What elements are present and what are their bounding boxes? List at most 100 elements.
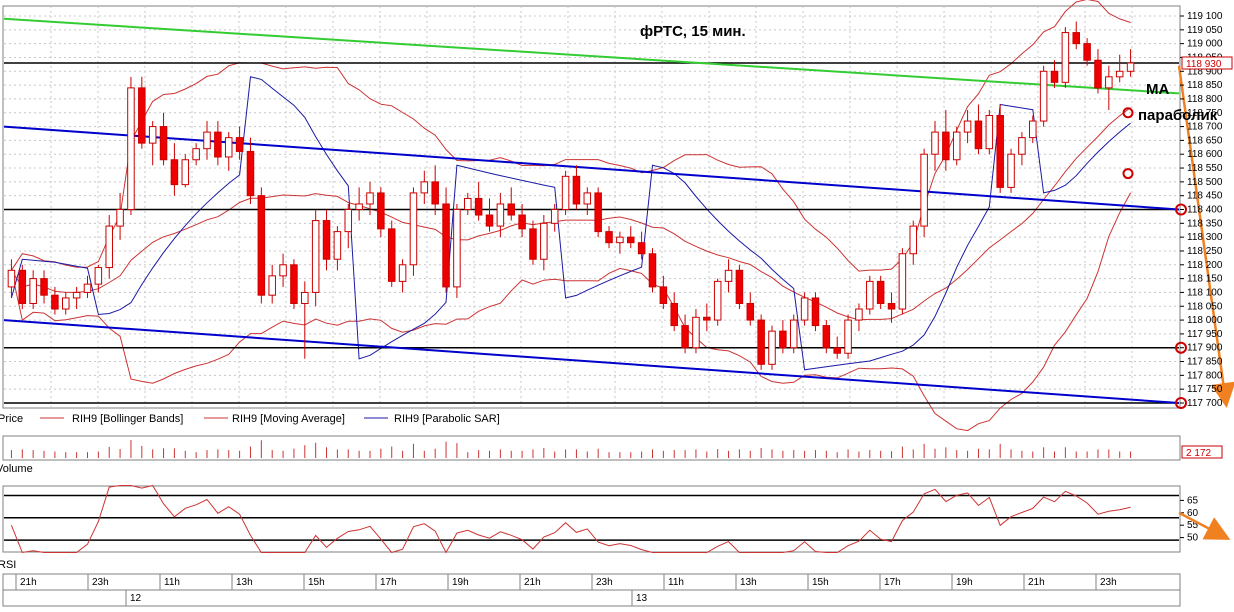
time-tick-label: 11h xyxy=(668,577,684,588)
time-tick-label: 21h xyxy=(524,577,541,588)
moving-average-line xyxy=(10,107,1131,321)
rsi-forecast-arrow xyxy=(1178,511,1231,540)
candle-body xyxy=(920,153,928,227)
candle-body xyxy=(29,278,37,304)
bollinger-lower xyxy=(10,192,1132,432)
candle-body xyxy=(1126,62,1135,72)
candle-body xyxy=(779,330,787,349)
candle-body xyxy=(1029,120,1037,139)
price-tick-label: 118 350 xyxy=(1187,218,1223,229)
candle-body xyxy=(594,192,602,233)
candle-body xyxy=(235,137,244,152)
candle-body xyxy=(311,220,320,293)
candle-body xyxy=(181,159,190,186)
rsi-levels xyxy=(4,494,1179,541)
candle-body xyxy=(301,291,309,304)
trend-line xyxy=(3,17,1180,95)
candle-body xyxy=(94,267,103,285)
forecast-arrow xyxy=(1178,511,1231,540)
volume-bars xyxy=(10,440,1132,458)
candle-body xyxy=(72,291,81,299)
rsi-tick-label: 55 xyxy=(1187,520,1199,531)
candle-body xyxy=(224,137,233,158)
candle-body xyxy=(561,175,570,210)
annotation-ma: MA xyxy=(1146,81,1169,98)
date-label-13: 13 xyxy=(636,593,648,604)
time-tick-label: 21h xyxy=(1028,577,1045,588)
candle-body xyxy=(670,302,678,327)
candle-body xyxy=(170,159,179,186)
legend: Price RIH9 [Bollinger Bands] RIH9 [Movin… xyxy=(0,413,500,425)
bollinger-lower-line xyxy=(10,192,1132,432)
candle-body xyxy=(474,197,483,216)
price-tick-label: 117 900 xyxy=(1187,343,1223,354)
legend-parabolic-sar: RIH9 [Parabolic SAR] xyxy=(394,413,500,425)
price-forecast-arrow xyxy=(1177,65,1234,408)
time-tick-label: 13h xyxy=(236,577,253,588)
candle-body xyxy=(398,264,407,282)
candle-body xyxy=(627,236,635,244)
price-tick-label: 118 500 xyxy=(1187,177,1223,188)
time-tick-label: 23h xyxy=(596,577,613,588)
candle-body xyxy=(116,209,124,227)
forecast-arrow xyxy=(1177,65,1234,408)
candle-body xyxy=(735,269,744,304)
legend-price: Price xyxy=(0,413,23,425)
candle-body xyxy=(876,280,885,304)
candle-body xyxy=(681,325,689,349)
candle-body xyxy=(322,220,331,260)
price-tick-label: 117 700 xyxy=(1187,398,1223,409)
candle-body xyxy=(464,197,472,210)
candle-body xyxy=(942,131,950,161)
legend-moving-average: RIH9 [Moving Average] xyxy=(232,413,345,425)
price-tick-label: 118 150 xyxy=(1187,274,1223,285)
candle-body xyxy=(909,225,918,255)
candle-body xyxy=(18,269,27,304)
candle-body xyxy=(442,203,450,288)
rsi-line xyxy=(10,484,1131,554)
candle-body xyxy=(420,181,429,194)
last-price-tag: 118 930 xyxy=(1181,56,1233,70)
candle-body xyxy=(496,203,505,227)
price-tick-label: 118 600 xyxy=(1187,149,1223,160)
candle-body xyxy=(855,308,863,321)
trend-line xyxy=(3,125,1180,211)
price-tick-label: 118 200 xyxy=(1187,260,1223,271)
rsi-tick-label: 65 xyxy=(1187,495,1199,506)
price-tick-label: 118 550 xyxy=(1187,163,1223,174)
time-tick-label: 19h xyxy=(452,577,469,588)
price-tick-label: 118 450 xyxy=(1187,191,1223,202)
time-tick-label: 15h xyxy=(812,577,829,588)
last-price-label: 118 930 xyxy=(1186,59,1222,70)
candle-body xyxy=(605,231,613,244)
candle-body xyxy=(724,269,733,282)
price-tick-label: 117 800 xyxy=(1187,370,1223,381)
candle-body xyxy=(279,264,287,277)
candle-body xyxy=(822,325,831,349)
price-tick-label: 118 100 xyxy=(1187,287,1223,298)
candle-body xyxy=(485,214,494,227)
trend-line xyxy=(3,319,1180,404)
candle-body xyxy=(692,316,700,349)
candle-body xyxy=(833,347,841,354)
candle-body xyxy=(377,192,385,230)
rsi-tick-label: 60 xyxy=(1187,508,1199,519)
level-marker xyxy=(1175,397,1187,409)
time-axis: 21h 23h 11h 13h 15h 17h 19h 21h 23h 11h 13h 15h 17h 1… xyxy=(2,573,1181,607)
candle-body xyxy=(1083,43,1091,61)
price-tick-label: 118 900 xyxy=(1187,66,1223,77)
candles xyxy=(7,21,1135,370)
candle-body xyxy=(40,278,48,296)
candle-body xyxy=(453,209,461,288)
candle-body xyxy=(974,120,983,150)
candle-body xyxy=(257,195,266,296)
price-tick-label: 117 850 xyxy=(1187,357,1223,368)
time-tick-label: 17h xyxy=(380,577,397,588)
candle-body xyxy=(7,269,16,288)
candle-body xyxy=(148,126,157,144)
price-panel: фРТС, 15 мин. MA параболик xyxy=(2,0,1234,432)
candle-body xyxy=(62,297,70,310)
candle-body xyxy=(931,131,939,155)
